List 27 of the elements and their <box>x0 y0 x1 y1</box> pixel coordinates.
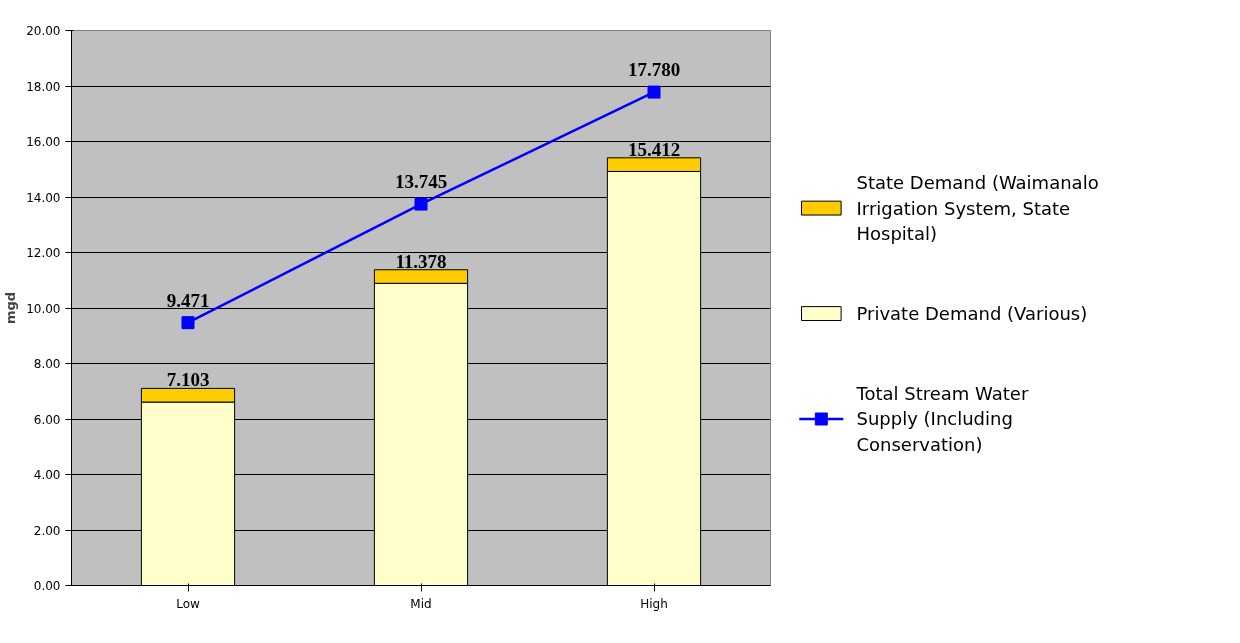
point <box>181 316 195 330</box>
y-tick-label: 8.00 <box>33 357 61 371</box>
y-tick-label: 12.00 <box>26 246 61 260</box>
x-tick-label: Low <box>176 596 200 611</box>
point <box>647 85 661 99</box>
total-label: 15.412 <box>627 138 681 160</box>
y-tick-label: 18.00 <box>26 79 61 94</box>
data-label: 17.780 <box>627 59 681 81</box>
x-tick-label: High <box>640 596 668 611</box>
y-tick-label: 10.00 <box>26 301 61 316</box>
y-tick-label: 6.00 <box>33 412 61 427</box>
y-tick-label: 0.00 <box>33 579 61 593</box>
y-axis-title: mgd <box>3 291 19 325</box>
data-label: 9.471 <box>166 289 210 311</box>
x-tick-label: Mid <box>410 596 432 611</box>
y-tick-label: 4.00 <box>33 468 61 482</box>
point <box>414 197 428 211</box>
y-tick-label: 20.00 <box>26 24 61 38</box>
total-label: 11.378 <box>395 250 447 272</box>
y-tick-label: 14.00 <box>26 190 61 205</box>
legend-label: Private Demand (Various) <box>856 303 1088 325</box>
legend-label: Total Stream Water Supply (Including Conservation) <box>855 383 1029 455</box>
y-tick-label: 16.00 <box>26 135 61 149</box>
total-label: 7.103 <box>166 369 210 391</box>
data-label: 13.745 <box>394 171 448 193</box>
y-tick-label: 2.00 <box>33 523 61 538</box>
legend-label: State Demand (Waimanalo Irrigation System, State Hospital) <box>856 172 1099 244</box>
